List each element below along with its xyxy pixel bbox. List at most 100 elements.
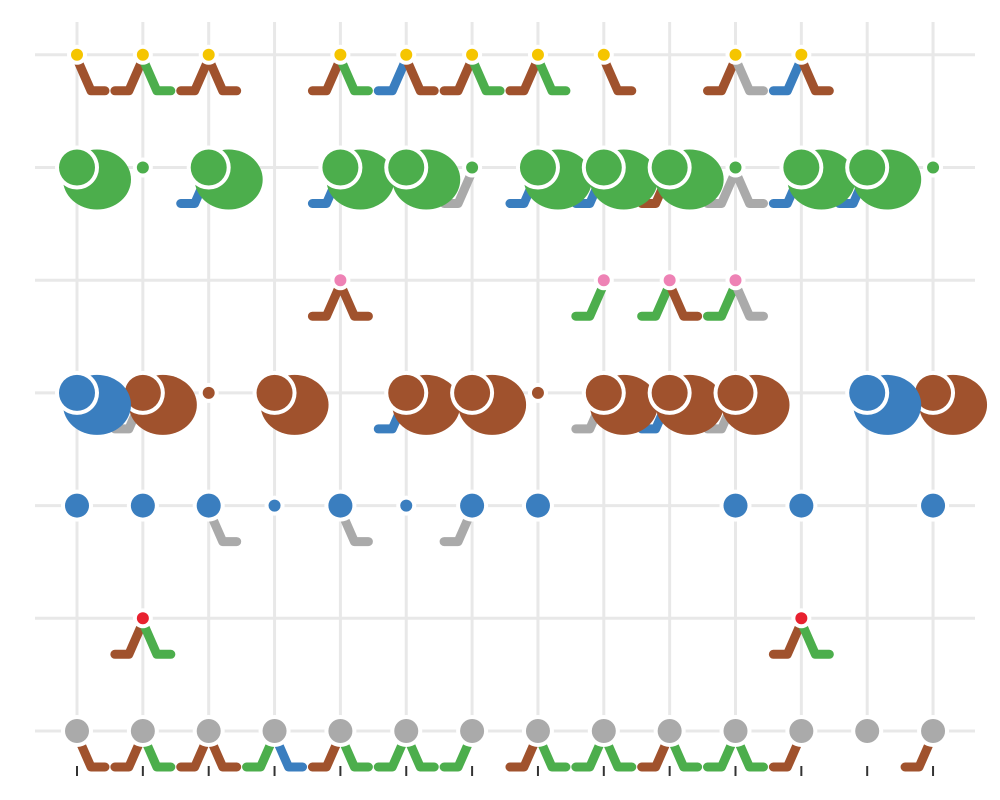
point-marker <box>136 48 149 61</box>
point-marker <box>531 386 544 399</box>
point-marker <box>921 493 946 518</box>
point-marker <box>196 719 221 743</box>
point-marker <box>268 499 281 512</box>
point-marker <box>59 374 95 411</box>
stem-mark <box>373 54 411 96</box>
stem-mark <box>110 54 148 96</box>
stem-mark <box>467 54 505 96</box>
point-marker <box>525 493 550 518</box>
stem-mark <box>637 279 675 321</box>
point-marker <box>651 149 688 186</box>
point-marker <box>519 149 556 186</box>
stem-mark <box>307 279 345 321</box>
point-marker <box>651 374 688 411</box>
stem-mark <box>335 54 373 96</box>
stem-mark <box>571 279 609 321</box>
stem-mark <box>731 279 768 321</box>
point-marker <box>525 719 550 743</box>
point-marker <box>130 493 155 518</box>
point-marker <box>400 48 413 61</box>
point-marker <box>328 719 353 743</box>
stem-mark <box>110 617 148 659</box>
point-marker <box>460 493 485 518</box>
point-marker <box>591 719 616 743</box>
stem-mark <box>796 617 834 659</box>
point-marker <box>597 48 610 61</box>
stem-mark <box>138 54 176 96</box>
point-marker <box>322 149 359 186</box>
point-marker <box>124 374 161 411</box>
point-markers <box>55 44 988 747</box>
stem-mark <box>768 54 806 96</box>
stem-mark <box>768 617 806 659</box>
stem-mark <box>307 54 345 96</box>
point-marker <box>921 719 946 743</box>
stem-mark <box>439 54 477 96</box>
point-marker <box>334 48 347 61</box>
point-marker <box>723 493 748 518</box>
point-marker <box>795 612 808 625</box>
point-marker <box>783 149 820 186</box>
point-marker <box>729 48 742 61</box>
point-marker <box>59 149 95 186</box>
point-marker <box>202 386 215 399</box>
point-marker <box>466 161 479 174</box>
point-marker <box>202 48 215 61</box>
point-marker <box>597 274 610 287</box>
point-marker <box>789 493 814 518</box>
point-marker <box>849 374 886 411</box>
point-marker <box>136 161 149 174</box>
point-marker <box>466 48 479 61</box>
stem-mark <box>335 279 373 321</box>
point-marker <box>262 719 287 743</box>
point-marker <box>729 161 742 174</box>
point-marker <box>130 719 155 743</box>
point-marker <box>388 149 425 186</box>
point-marker <box>657 719 682 743</box>
point-marker <box>585 149 622 186</box>
point-marker <box>663 274 676 287</box>
point-marker <box>400 499 413 512</box>
point-marker <box>531 48 544 61</box>
stem-mark <box>731 167 768 208</box>
stem-mark <box>665 279 703 321</box>
point-marker <box>65 493 89 518</box>
stem-mark <box>176 54 214 96</box>
point-marker <box>723 719 748 743</box>
x-axis-ticks <box>76 766 935 776</box>
point-marker <box>65 719 89 743</box>
stem-mark <box>401 54 439 96</box>
stem-mark <box>796 54 834 96</box>
point-marker <box>915 374 952 411</box>
point-marker <box>855 719 880 743</box>
point-marker <box>190 149 227 186</box>
point-marker <box>196 493 221 518</box>
point-marker <box>454 374 491 411</box>
stem-mark <box>703 167 740 208</box>
point-marker <box>795 48 808 61</box>
point-marker <box>394 719 419 743</box>
point-marker <box>585 374 622 411</box>
stem-mark <box>731 54 768 96</box>
point-marker <box>460 719 485 743</box>
point-marker <box>717 374 754 411</box>
point-marker <box>388 374 425 411</box>
point-marker <box>789 719 814 743</box>
stem-mark <box>439 167 477 208</box>
stem-mark <box>703 54 740 96</box>
point-marker <box>729 274 742 287</box>
stem-mark <box>703 279 740 321</box>
point-marker <box>927 161 940 174</box>
stem-mark <box>204 54 242 96</box>
stem-mark <box>138 617 176 659</box>
point-marker <box>256 374 293 411</box>
stem-mark <box>505 54 543 96</box>
stem-mark <box>72 54 110 96</box>
stem-mark <box>533 54 571 96</box>
point-marker <box>71 48 83 61</box>
stem-mark <box>599 54 637 96</box>
point-marker <box>849 149 886 186</box>
point-marker <box>334 274 347 287</box>
point-marker <box>328 493 353 518</box>
